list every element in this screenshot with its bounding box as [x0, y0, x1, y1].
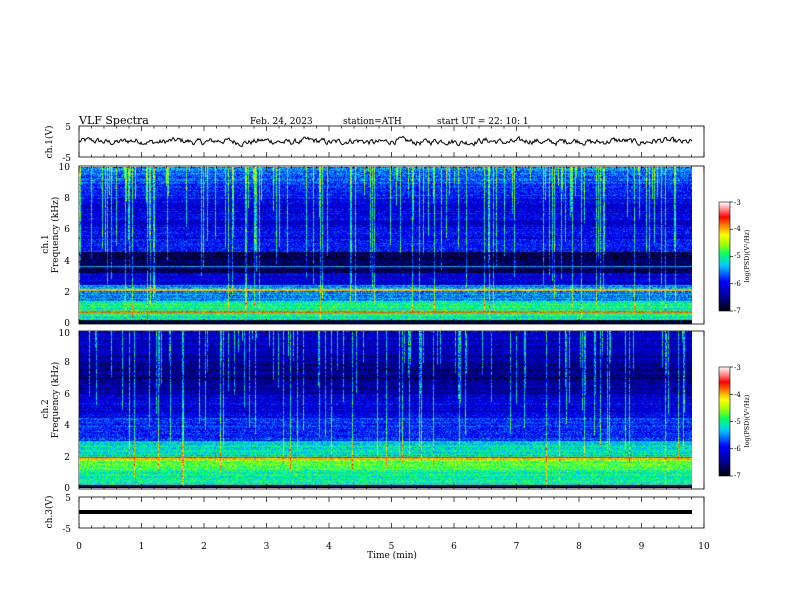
ch2-cb-tick-m3: -3	[734, 364, 741, 372]
xtick-4: 4	[326, 542, 332, 552]
ch1-cb-label: log(PSD)(V²/Hz)	[743, 229, 751, 282]
ch2-ytick-6: 6	[64, 390, 70, 400]
ch2-ytick-8: 8	[64, 358, 70, 368]
ch3-ylabel: ch.3(V)	[44, 496, 55, 529]
ch3-ytick-top: 5	[65, 494, 71, 504]
ch1-waveform-panel: 5 -5 ch.1(V)	[44, 123, 705, 164]
ch1-ytick-6: 6	[64, 225, 70, 235]
xtick-7: 7	[514, 542, 520, 552]
xtick-3: 3	[264, 542, 270, 552]
ch2-ylabel-frequency: Frequency (kHz)	[50, 362, 61, 439]
ch1-spectrogram-panel: 0 2 4 6 8 10 ch.1 Frequency (kHz)	[41, 163, 705, 329]
ch1-cb-tick-m6: -6	[734, 280, 741, 288]
ch2-colorbar: -3 -4 -5 -6 -7 log(PSD)(V²/Hz)	[718, 364, 751, 480]
xtick-2: 2	[201, 542, 207, 552]
xtick-5: 5	[389, 542, 395, 552]
ch3-waveform-panel: 5 -5 ch.3(V)	[44, 494, 705, 535]
time-axis: 0 1 2 3 4 5 6 7 8 9 10 Time (min)	[76, 542, 710, 561]
ch1-ytick-bottom: -5	[62, 154, 71, 164]
ch1-waveform-line	[78, 135, 693, 148]
ch2-ylabel-channel: ch.2	[41, 399, 51, 418]
ch1-cb-tick-m3: -3	[734, 199, 741, 207]
ch2-spectrogram-panel: 0 2 4 6 8 10 ch.2 Frequency (kHz)	[41, 329, 705, 494]
ch1-colorbar: -3 -4 -5 -6 -7 log(PSD)(V²/Hz)	[718, 199, 751, 315]
ch2-ytick-2: 2	[64, 453, 70, 463]
ch1-ytick-4: 4	[64, 257, 70, 267]
ch1-cb-tick-m4: -4	[734, 225, 741, 233]
ch1-ytick-8: 8	[64, 194, 70, 204]
xtick-10: 10	[698, 542, 710, 552]
ch1-cb-tick-m7: -7	[734, 307, 741, 315]
x-axis-label: Time (min)	[367, 550, 417, 561]
ch1-cb-tick-m5: -5	[734, 252, 741, 260]
ch1-spectrogram-image	[79, 167, 692, 324]
ch2-ytick-0: 0	[64, 484, 70, 494]
ch1-ylabel-frequency: Frequency (kHz)	[50, 197, 61, 274]
ch2-cb-label: log(PSD)(V²/Hz)	[743, 394, 751, 447]
ch2-spectrogram-image	[79, 331, 692, 488]
xtick-8: 8	[576, 542, 582, 552]
xtick-9: 9	[639, 542, 645, 552]
ch1-ytick-top: 5	[65, 123, 71, 133]
ch2-cb-tick-m5: -5	[734, 418, 741, 426]
ch3-waveform-line	[79, 510, 692, 514]
date-label: Feb. 24, 2023	[250, 117, 313, 127]
ch1-ytick-0: 0	[64, 319, 70, 329]
station-label: station=ATH	[343, 117, 402, 127]
ch1-ytick-2: 2	[64, 288, 70, 298]
ch2-ytick-4: 4	[64, 421, 70, 431]
xtick-0: 0	[76, 542, 82, 552]
ch3-ytick-bottom: -5	[62, 525, 71, 535]
ch2-ytick-10: 10	[59, 329, 71, 339]
xtick-1: 1	[139, 542, 145, 552]
xtick-6: 6	[451, 542, 457, 552]
ch2-cb-tick-m7: -7	[734, 472, 741, 480]
ch1-ytick-10: 10	[59, 163, 71, 173]
start-time-label: start UT = 22: 10: 1	[437, 117, 529, 127]
ch1-ylabel: ch.1(V)	[44, 126, 55, 159]
ch2-cb-tick-m6: -6	[734, 445, 741, 453]
ch2-cb-tick-m4: -4	[734, 391, 741, 399]
ch1-ylabel-channel: ch.1	[41, 234, 51, 253]
figure-title: VLF Spectra	[78, 114, 149, 127]
